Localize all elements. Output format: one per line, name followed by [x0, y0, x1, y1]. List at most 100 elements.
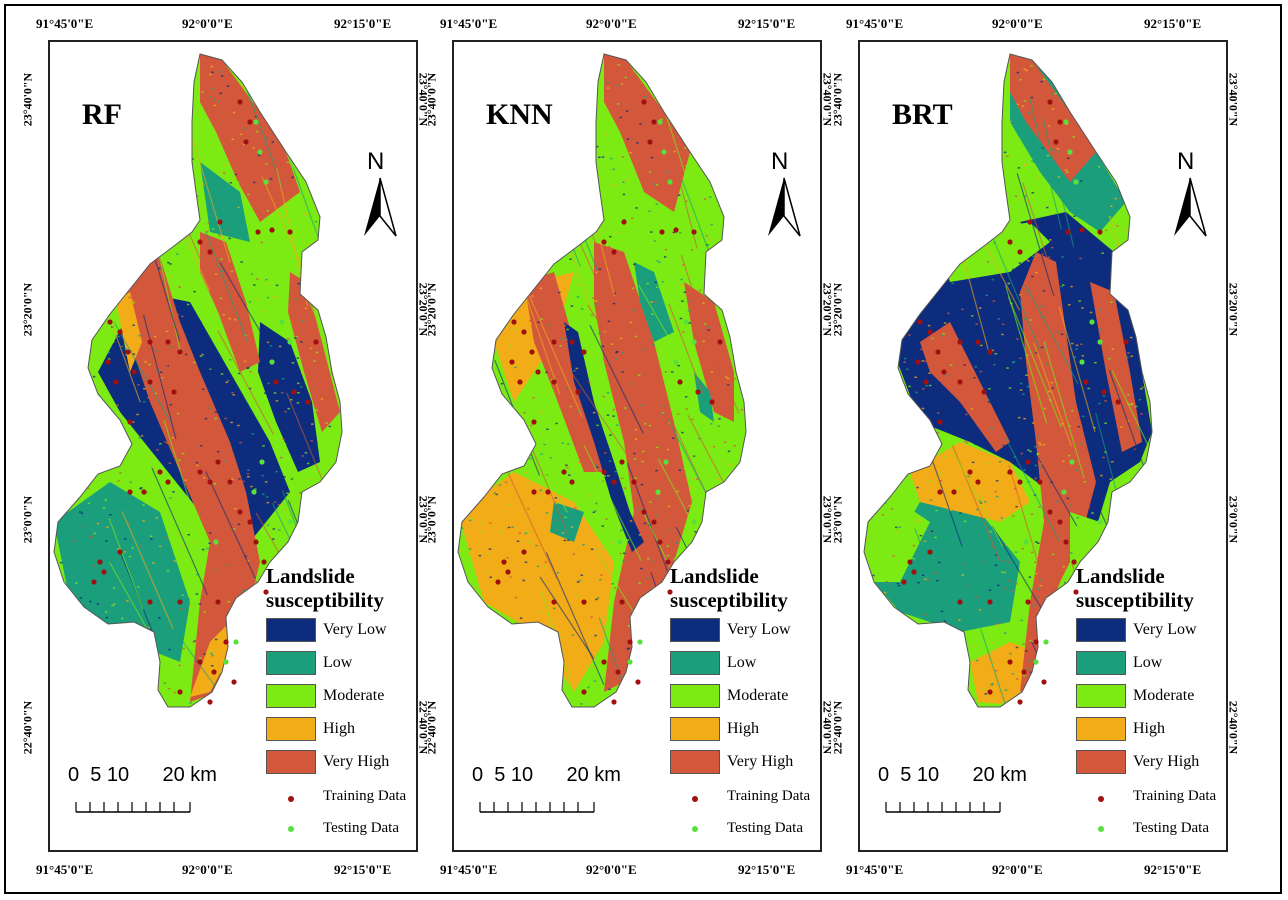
training-legend-dot [288, 796, 294, 802]
legend-label: Very High [1133, 753, 1200, 770]
training-point [1083, 379, 1089, 385]
training-point [101, 569, 107, 575]
testing-point [287, 339, 293, 345]
testing-point [667, 179, 673, 185]
testing-point [213, 539, 219, 545]
testing-point [661, 149, 667, 155]
training-point [165, 479, 171, 485]
legend-swatch-moderate [266, 684, 316, 708]
longitude-tick-bottom: 91°45'0"E [36, 862, 94, 877]
training-point [975, 479, 981, 485]
legend-swatch-very-high [670, 750, 720, 774]
testing-point [1043, 639, 1049, 645]
testing-point [259, 459, 265, 465]
susceptibility-zone [1010, 54, 1096, 182]
scale-bar [479, 802, 595, 813]
panel-title: RF [82, 98, 122, 131]
training-point [641, 99, 647, 105]
training-point [957, 379, 963, 385]
training-point [601, 239, 607, 245]
latitude-tick-right: 23°40'0"N [1226, 72, 1241, 127]
training-point [927, 549, 933, 555]
legend-label: Moderate [727, 687, 789, 704]
study-area-outline [53, 53, 343, 708]
longitude-tick-top: 92°0'0"E [586, 16, 637, 31]
legend-swatch-high [266, 717, 316, 741]
latitude-tick-right: 22°40'0"N [1226, 700, 1241, 755]
training-point [207, 249, 213, 255]
training-point [1115, 399, 1121, 405]
susceptibility-zone [200, 162, 250, 242]
testing-point [233, 639, 239, 645]
training-point [667, 589, 673, 595]
training-point [509, 359, 515, 365]
training-point [131, 369, 137, 375]
training-legend-label: Training Data [1133, 788, 1217, 804]
training-point [665, 559, 671, 565]
testing-point [1073, 179, 1079, 185]
training-point [291, 389, 297, 395]
legend-swatch-very-low [1076, 618, 1126, 642]
training-point [1057, 119, 1063, 125]
training-point [659, 229, 665, 235]
susceptibility-zone [288, 272, 340, 432]
figure-border [4, 4, 1282, 894]
training-point [1097, 229, 1103, 235]
legend-swatch-low [1076, 651, 1126, 675]
north-arrow-icon [1174, 177, 1207, 237]
map-frame [48, 40, 418, 852]
testing-legend-label: Testing Data [1133, 820, 1210, 836]
susceptibility-zone [970, 642, 1036, 704]
legend-label: Very Low [1133, 621, 1197, 638]
legend-title-line1: Landslide [670, 564, 759, 588]
training-point [125, 349, 131, 355]
testing-point [691, 519, 697, 525]
training-point [611, 699, 617, 705]
training-point [1007, 659, 1013, 665]
susceptibility-zone [200, 54, 300, 222]
testing-point [263, 179, 269, 185]
training-point [981, 389, 987, 395]
latitude-tick-left: 23°0'0"N [424, 495, 439, 544]
testing-point [1023, 539, 1029, 545]
training-point [511, 319, 517, 325]
testing-point [251, 489, 257, 495]
testing-point [655, 489, 661, 495]
training-point [217, 219, 223, 225]
training-point [223, 639, 229, 645]
legend-swatch-moderate [1076, 684, 1126, 708]
testing-point [1067, 149, 1073, 155]
legend-label: Very Low [323, 621, 387, 638]
training-point [915, 359, 921, 365]
testing-point [269, 359, 275, 365]
training-point [521, 329, 527, 335]
susceptibility-zone [940, 222, 1050, 282]
legend-label: High [1133, 720, 1165, 737]
legend-swatch-very-low [670, 618, 720, 642]
latitude-tick-right: 23°0'0"N [1226, 495, 1241, 544]
susceptibility-zone [524, 272, 604, 472]
legend-label: Low [727, 654, 757, 671]
longitude-tick-bottom: 91°45'0"E [846, 862, 904, 877]
training-point [127, 419, 133, 425]
testing-point [257, 149, 263, 155]
training-point [551, 599, 557, 605]
training-point [651, 119, 657, 125]
training-point [215, 459, 221, 465]
testing-point [1097, 339, 1103, 345]
training-point [1021, 669, 1027, 675]
map-panel-knn: 91°45'0"E 92°0'0"E 92°15'0"E 91°45'0"E 92°0'… [404, 0, 835, 900]
latitude-tick-left: 22°40'0"N [424, 700, 439, 755]
legend-swatch-very-low [266, 618, 316, 642]
training-point [215, 599, 221, 605]
testing-point [617, 539, 623, 545]
panel-title: BRT [892, 98, 953, 131]
longitude-tick-top: 92°15'0"E [738, 16, 796, 31]
susceptibility-zone [920, 322, 1010, 452]
training-point [253, 539, 259, 545]
training-point [273, 379, 279, 385]
legend-label: Very High [323, 753, 390, 770]
training-point [987, 689, 993, 695]
training-point [1053, 139, 1059, 145]
legend-label: Very High [727, 753, 794, 770]
